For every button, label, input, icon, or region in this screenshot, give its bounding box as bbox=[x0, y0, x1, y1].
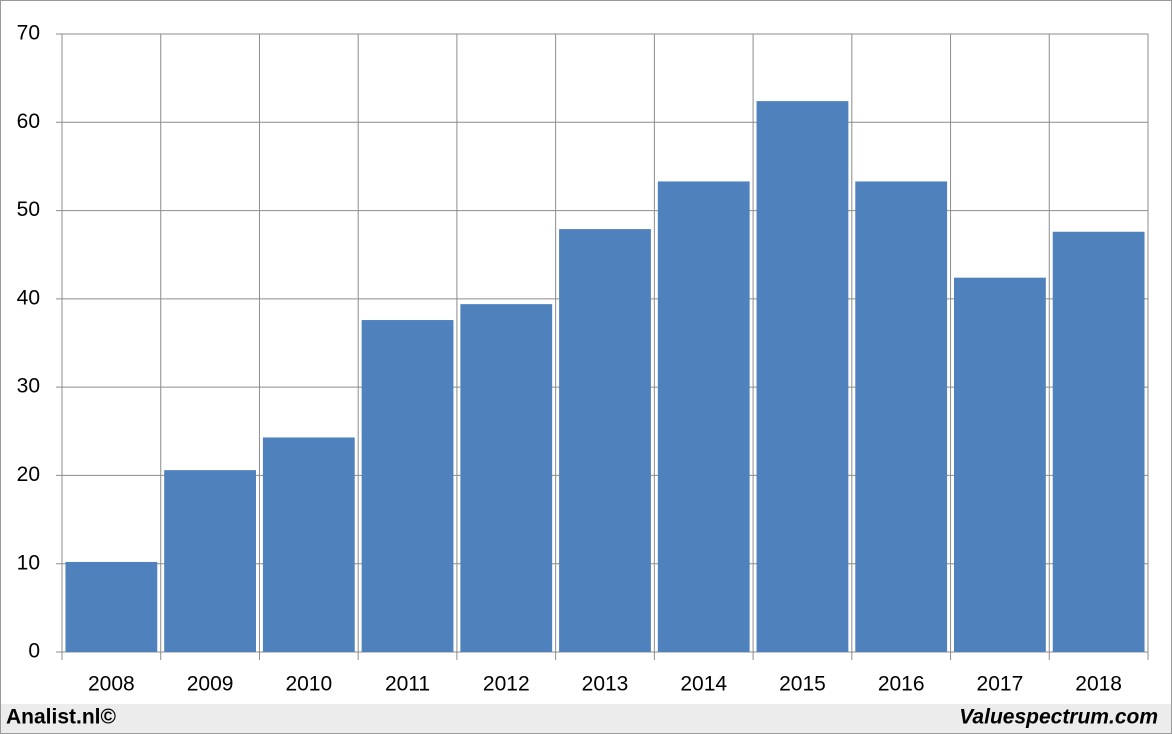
y-tick-label: 60 bbox=[17, 110, 40, 133]
x-tick-label: 2014 bbox=[680, 673, 727, 696]
bar bbox=[1052, 231, 1145, 652]
x-tick-label: 2018 bbox=[1075, 673, 1122, 696]
bar bbox=[164, 470, 256, 652]
bar bbox=[262, 437, 355, 652]
x-tick-label: 2017 bbox=[977, 673, 1024, 696]
x-tick-label: 2009 bbox=[187, 673, 234, 696]
y-tick-label: 30 bbox=[17, 375, 40, 398]
y-tick-label: 20 bbox=[17, 463, 40, 486]
x-tick-label: 2010 bbox=[285, 673, 332, 696]
y-tick-label: 10 bbox=[17, 551, 40, 574]
y-tick-label: 40 bbox=[17, 286, 40, 309]
bar bbox=[361, 320, 454, 652]
bar bbox=[756, 101, 849, 652]
x-tick-label: 2012 bbox=[483, 673, 530, 696]
y-tick-label: 50 bbox=[17, 198, 40, 221]
x-tick-label: 2008 bbox=[88, 673, 135, 696]
bar bbox=[855, 181, 948, 653]
bar bbox=[460, 304, 553, 652]
bar bbox=[65, 561, 158, 652]
x-tick-label: 2015 bbox=[779, 673, 826, 696]
bar bbox=[657, 181, 750, 653]
y-tick-label: 0 bbox=[28, 640, 40, 663]
footer-band bbox=[1, 704, 1171, 733]
bar bbox=[559, 229, 651, 652]
y-tick-label: 70 bbox=[17, 22, 40, 45]
x-tick-label: 2011 bbox=[385, 673, 430, 696]
bar bbox=[954, 277, 1046, 652]
source-right: Valuespectrum.com bbox=[959, 706, 1158, 729]
x-tick-label: 2013 bbox=[582, 673, 629, 696]
x-tick-label: 2016 bbox=[878, 673, 925, 696]
source-left: Analist.nl© bbox=[6, 706, 117, 729]
